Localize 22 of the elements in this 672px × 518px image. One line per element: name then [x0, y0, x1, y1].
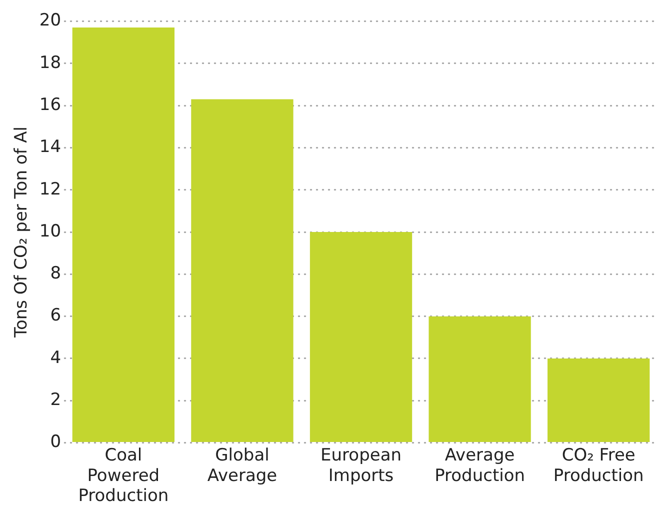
bar	[191, 99, 294, 442]
x-tick-label: Average Production	[434, 445, 526, 486]
y-tick-label: 18	[39, 52, 62, 73]
y-tick-label: 6	[50, 306, 62, 326]
y-tick-label: 0	[50, 432, 62, 452]
y-tick-label: 10	[39, 221, 62, 242]
y-tick-label: 16	[39, 94, 62, 115]
bar	[72, 28, 175, 442]
y-tick-label: 20	[39, 10, 62, 31]
y-tick-label: 8	[50, 264, 62, 284]
bar	[548, 358, 650, 442]
x-tick-label: Coal Powered Production	[78, 445, 169, 506]
x-tick-label: European Imports	[320, 445, 402, 486]
x-tick-label: Global Average	[207, 445, 278, 486]
y-tick-label: 2	[50, 390, 62, 410]
y-tick-label: 12	[39, 179, 62, 200]
y-tick-label: 4	[50, 348, 62, 368]
bar	[428, 316, 531, 442]
y-axis-title: Tons Of CO₂ per Ton of Al	[12, 126, 32, 339]
bar	[310, 232, 412, 442]
x-tick-label: CO₂ Free Production	[553, 445, 644, 486]
y-tick-label: 14	[39, 137, 62, 158]
